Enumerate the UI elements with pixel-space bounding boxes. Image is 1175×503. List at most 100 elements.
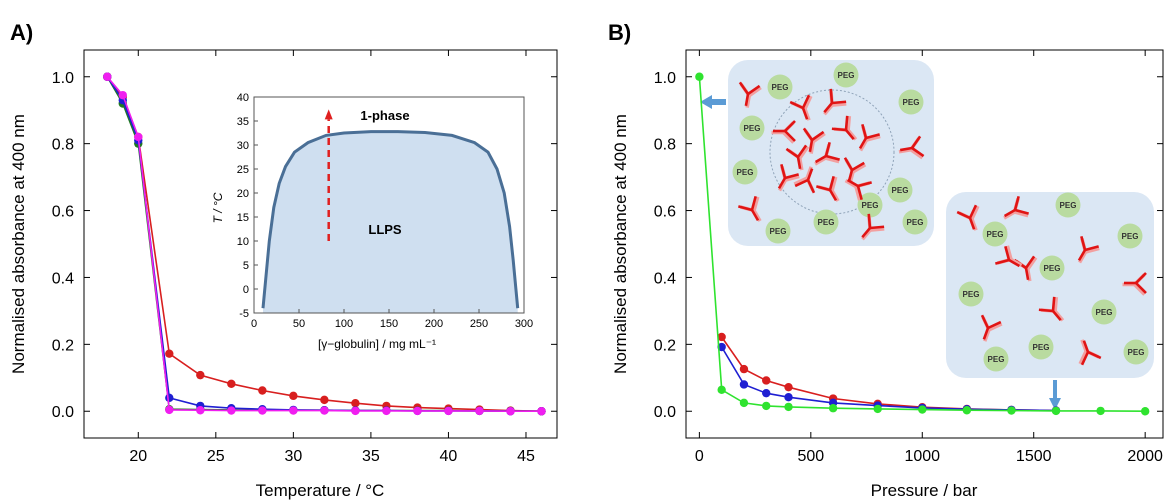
panel-b-data-point-green [873, 404, 882, 414]
antibody-icon [844, 178, 872, 201]
panel-a-series-line-red [106, 76, 542, 412]
panel-b-x-tick-label: 500 [797, 448, 824, 465]
panel-a-x-tick-label: 30 [284, 448, 302, 465]
panel-a-y-axis-label: Normalised absorbance at 400 nm [9, 114, 28, 374]
panel-b-y-tick-label: 0.2 [654, 337, 676, 354]
peg-molecule-icon [982, 221, 1008, 247]
panel-b-chart: B) 0 500 1000 1500 2000 0.0 0.2 0.4 0.6 0.8 1.0 PE… [608, 20, 1164, 500]
inset-x-tick-label: 0 [251, 318, 257, 330]
panel-a-data-point-magenta [320, 406, 329, 415]
panel-a-y-tick-label: 1.0 [52, 70, 74, 87]
panel-a-data-point-red [289, 391, 298, 401]
panel-a-x-tick-label: 25 [207, 448, 225, 465]
panel-b-data-point-blue [762, 388, 771, 398]
panel-a-data-point-magenta [258, 406, 267, 415]
peg-label: PEG [907, 218, 924, 227]
peg-label: PEG [770, 227, 787, 236]
antibody-icon [861, 213, 885, 241]
peg-label: PEG [1044, 264, 1061, 273]
panel-a-chart: A) 20 25 30 35 40 45 0.0 0.2 0.4 0.6 0.8 1.0 Temper… [9, 20, 558, 500]
antibody-icon [1077, 236, 1100, 264]
peg-label: PEG [737, 168, 754, 177]
panel-b-data-point-green [1096, 406, 1105, 416]
panel-a-x-tick-label: 35 [362, 448, 380, 465]
panel-b-y-tick-label: 0.0 [654, 404, 676, 421]
inset-y-tick-label: -5 [239, 308, 249, 320]
panel-a-y-tick-label: 0.4 [52, 270, 74, 287]
inset-x-tick-label: 300 [515, 318, 533, 330]
peg-molecule-icon [765, 218, 791, 244]
panel-b-data-point-red [739, 364, 749, 374]
panel-a-data-point-magenta [165, 405, 174, 415]
panel-a-data-point-red [196, 370, 205, 380]
antibody-icon [831, 115, 858, 141]
panel-a-data-point-magenta [118, 90, 127, 100]
peg-label: PEG [903, 98, 920, 107]
inset-y-tick-label: 0 [243, 284, 249, 296]
peg-label: PEG [987, 230, 1004, 239]
panel-a-x-tick-label: 40 [440, 448, 458, 465]
panel-a-data-point-magenta [196, 406, 205, 415]
panel-a-ticks: 20 25 30 35 40 45 0.0 0.2 0.4 0.6 0.8 1.0 [52, 50, 557, 465]
inset-x-tick-label: 50 [293, 318, 305, 330]
peg-molecule-icon [958, 281, 984, 307]
panel-b-data-point-green [962, 406, 972, 415]
antibody-icon [802, 127, 826, 154]
panel-a-data-point-magenta [134, 132, 143, 142]
peg-molecule-icon [739, 115, 765, 141]
inset-label-one-phase: 1-phase [360, 108, 409, 123]
inset-x-axis-label: [γ−globulin] / mg mL⁻¹ [318, 337, 436, 351]
peg-molecule-icon [1039, 255, 1065, 281]
antibody-icon [793, 166, 816, 194]
peg-label: PEG [1122, 232, 1139, 241]
antibody-icon [777, 164, 800, 192]
antibody-icon [898, 135, 925, 160]
inset-y-tick-label: 35 [237, 116, 249, 128]
peg-molecules: PEG PEG PEG PEG PEG PEG PEG PEG PEG PEG PEG PEG PEG P… [732, 62, 1149, 372]
panel-b-data-point-green [1140, 407, 1150, 416]
antibody-icon [816, 176, 840, 202]
peg-molecule-icon [902, 209, 928, 235]
peg-label: PEG [1033, 343, 1050, 352]
antibody-icon [738, 196, 762, 222]
panel-a-data-point-magenta [227, 406, 236, 415]
panel-a-x-tick-label: 20 [129, 448, 147, 465]
panel-b-data-point-blue [739, 380, 749, 389]
peg-molecule-icon [857, 192, 883, 218]
antibody-icon [785, 144, 810, 171]
panel-a-data-point-red [351, 399, 360, 408]
inset-y-axis-label: T / °C [211, 192, 225, 223]
panel-a-data-point-magenta [351, 406, 360, 416]
panel-b-x-tick-label: 0 [695, 448, 704, 465]
inset-y-tick-label: 20 [237, 188, 249, 200]
peg-molecule-icon [887, 177, 913, 203]
panel-b-plot-frame [685, 49, 1164, 439]
llps-region [263, 131, 518, 313]
peg-molecule-icon [983, 346, 1009, 372]
panel-b-data-point-green [828, 404, 838, 413]
panel-a-x-axis-label: Temperature / °C [256, 481, 385, 500]
panel-b-data-point-green [762, 401, 771, 411]
peg-molecule-icon [1091, 299, 1117, 325]
panel-b-y-tick-label: 1.0 [654, 70, 676, 87]
panel-a-y-tick-label: 0.0 [52, 404, 74, 421]
panel-a-data-point-red [320, 395, 329, 405]
peg-label: PEG [1096, 308, 1113, 317]
peg-label: PEG [988, 355, 1005, 364]
panel-a-data-point-magenta [475, 406, 484, 416]
antibody-icon [789, 94, 813, 121]
inset-x-tick-label: 200 [425, 318, 443, 330]
panel-b-data-point-blue [784, 392, 793, 402]
panel-a-y-tick-label: 0.8 [52, 137, 74, 154]
panel-b-data-point-green [784, 402, 793, 412]
panel-b-x-axis-label: Pressure / bar [871, 481, 978, 500]
peg-label: PEG [818, 218, 835, 227]
panel-a-data-point-magenta [382, 406, 391, 416]
panel-a-y-tick-label: 0.2 [52, 337, 74, 354]
peg-label: PEG [838, 71, 855, 80]
antibody-icon [1122, 272, 1147, 296]
panel-b-data-point-green [695, 72, 704, 81]
panel-a-label: A) [10, 20, 33, 45]
panel-a-data-point-magenta [506, 407, 515, 416]
